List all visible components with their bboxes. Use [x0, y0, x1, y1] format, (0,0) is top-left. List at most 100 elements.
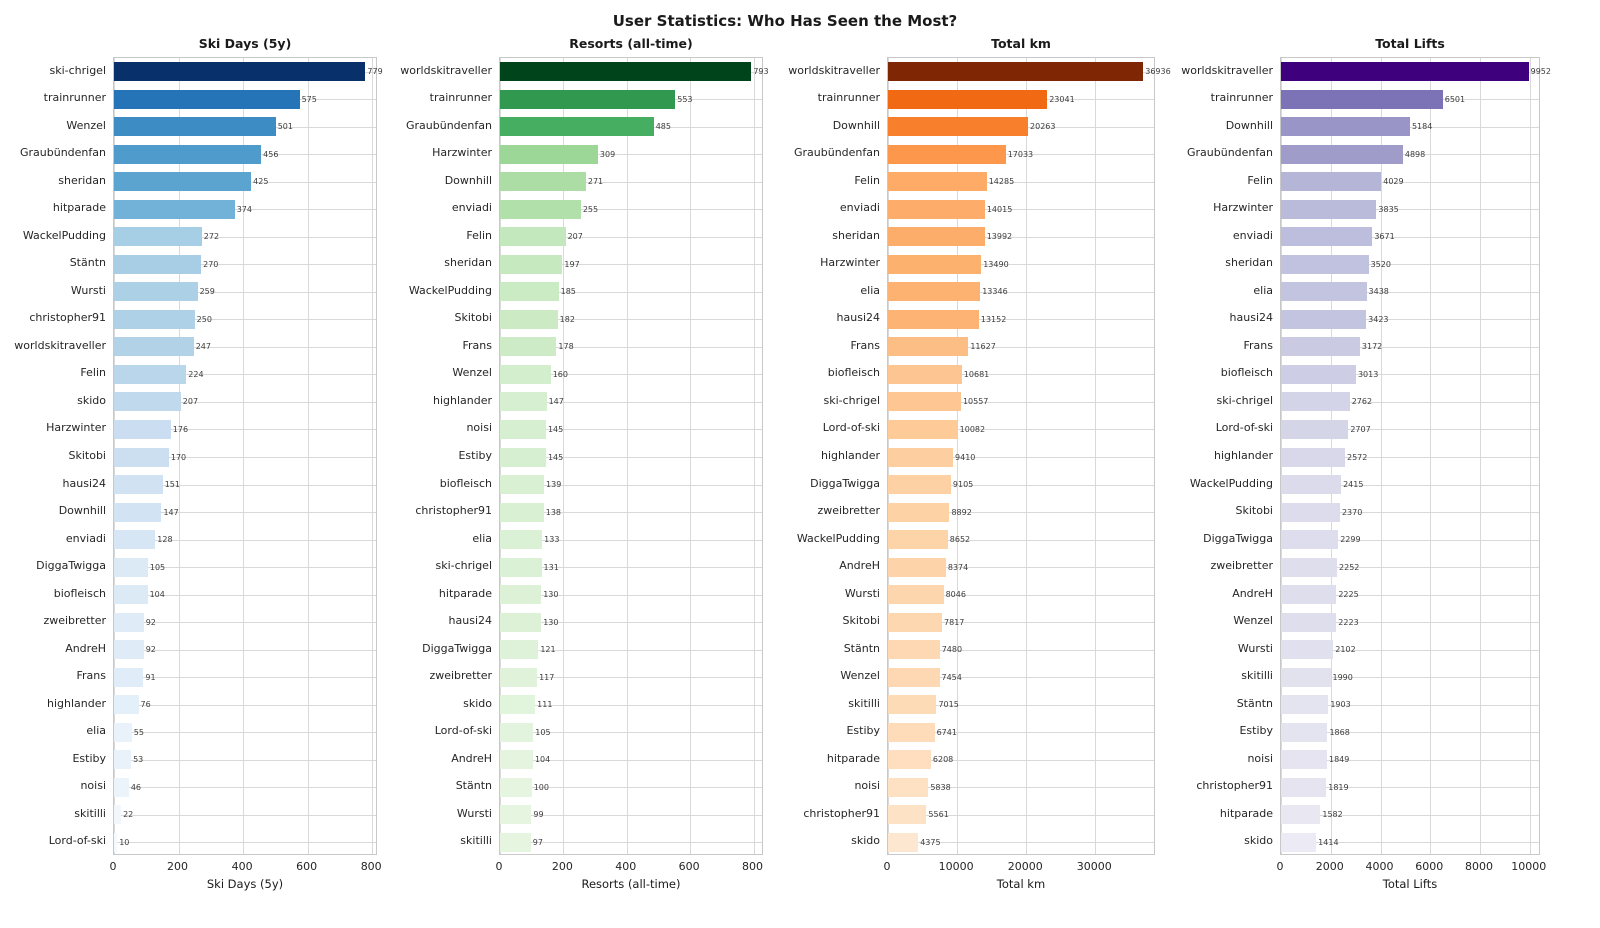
user-label: Frans [76, 669, 107, 683]
value-label: 13992 [986, 232, 1013, 242]
bar-trainrunner [1281, 89, 1443, 109]
y-gridline [114, 732, 376, 734]
value-label: 130 [543, 617, 559, 627]
user-label: zweibretter [817, 504, 880, 518]
y-gridline [1281, 154, 1539, 156]
value-label: 138 [545, 507, 562, 517]
bar-Estiby [888, 722, 935, 742]
bar-Lord-of-ski [888, 419, 958, 439]
bar-hitparade [114, 199, 235, 219]
value-label: 185 [560, 287, 576, 297]
y-gridline [500, 622, 762, 624]
bar-Harzwinter [500, 144, 598, 164]
y-gridline [888, 732, 1154, 734]
bar-noisi [1281, 750, 1327, 770]
bar-noisi [888, 777, 929, 797]
user-label: zweibretter [1210, 559, 1273, 573]
value-label: 6501 [1444, 94, 1466, 104]
panel-title-total-km: Total km [991, 36, 1051, 51]
y-gridline [888, 291, 1154, 293]
value-label: 76 [140, 700, 151, 710]
user-label: elia [86, 724, 106, 738]
bar-ski-chrigel [1281, 392, 1350, 412]
user-label: Skitobi [454, 311, 493, 325]
user-label: skido [1244, 834, 1273, 848]
x-gridline [1529, 58, 1531, 854]
user-label: sheridan [1225, 256, 1273, 270]
value-label: 575 [301, 94, 317, 104]
value-label: 117 [539, 672, 555, 682]
user-label: worldskitraveller [400, 63, 492, 77]
user-label: Lord-of-ski [1215, 421, 1273, 435]
value-label: 97 [532, 837, 543, 847]
bar-worldskitraveller [1281, 62, 1529, 82]
y-gridline [888, 401, 1154, 403]
y-gridline [888, 759, 1154, 761]
bar-Felin [114, 364, 187, 384]
user-label: Frans [1243, 338, 1274, 352]
bar-Wenzel [888, 667, 940, 687]
value-label: 92 [145, 645, 156, 655]
y-gridline [500, 814, 762, 816]
user-label: Graubündenfan [20, 146, 106, 160]
bar-Stäntn [500, 777, 532, 797]
bar-ski-chrigel [888, 392, 961, 412]
y-gridline [888, 429, 1154, 431]
value-label: 207 [182, 397, 199, 407]
value-label: 1990 [1332, 672, 1353, 682]
bar-elia [500, 530, 543, 550]
bar-DiggaTwigga [500, 640, 539, 660]
user-label: enviadi [1232, 228, 1273, 242]
user-label: DiggaTwigga [810, 476, 880, 490]
value-label: 131 [543, 562, 559, 572]
user-label: Wursti [456, 806, 492, 820]
value-label: 178 [558, 342, 574, 352]
x-tick-label: 600 [678, 860, 700, 873]
user-label: hitparade [438, 586, 492, 600]
x-gridline [1026, 58, 1028, 854]
y-gridline [1281, 539, 1539, 541]
y-gridline [500, 649, 762, 651]
y-gridline [500, 154, 762, 156]
y-gridline [114, 594, 376, 596]
y-gridline [1281, 732, 1539, 734]
value-label: 7817 [944, 617, 965, 627]
bar-Wenzel [500, 364, 551, 384]
x-tick-label: 400 [231, 860, 253, 873]
user-label: AndreH [839, 559, 880, 573]
bar-hausi24 [888, 309, 979, 329]
panel-title-ski-days: Ski Days (5y) [198, 36, 292, 51]
y-gridline [1281, 319, 1539, 321]
user-label: worldskitraveller [14, 338, 106, 352]
y-gridline [114, 814, 376, 816]
user-label: Graubündenfan [794, 146, 880, 160]
value-label: 2707 [1350, 424, 1371, 434]
x-axis-label-ski-days: Ski Days (5y) [206, 877, 284, 891]
user-label: hitparade [826, 751, 880, 765]
x-tick-label: 800 [360, 860, 382, 873]
x-gridline [690, 58, 692, 854]
user-label: ski-chrigel [435, 559, 492, 573]
bar-hitparade [500, 585, 542, 605]
user-label: christopher91 [29, 311, 106, 325]
y-gridline [500, 567, 762, 569]
user-label: DiggaTwigga [36, 559, 106, 573]
value-label: 3172 [1361, 342, 1383, 352]
user-label: ski-chrigel [1216, 393, 1273, 407]
value-label: 3438 [1368, 287, 1389, 297]
value-label: 22 [123, 810, 134, 820]
bar-Harzwinter [888, 254, 982, 274]
bar-Downhill [500, 172, 586, 192]
y-gridline [500, 759, 762, 761]
user-label: ski-chrigel [823, 393, 880, 407]
bar-highlander [114, 695, 139, 715]
user-label: Estiby [458, 449, 492, 462]
value-label: 6208 [932, 755, 954, 765]
user-label: christopher91 [1196, 779, 1273, 793]
value-label: 1414 [1318, 837, 1339, 847]
value-label: 309 [599, 149, 616, 159]
plot-area-total-km [887, 57, 1155, 855]
bar-highlander [500, 392, 547, 412]
